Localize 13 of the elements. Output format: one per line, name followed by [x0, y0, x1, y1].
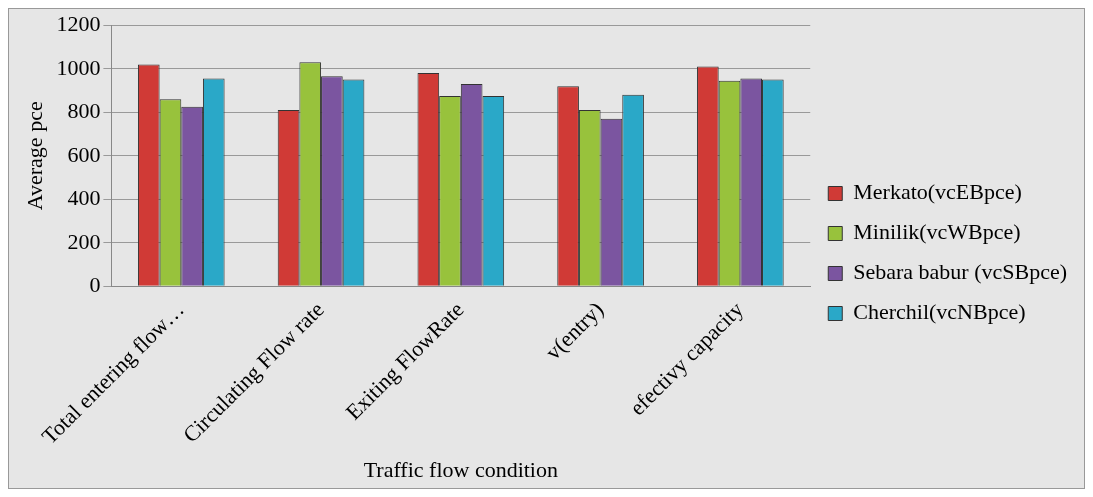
y-axis-title: Average pce — [21, 101, 47, 211]
y-tick-label: 1200 — [56, 10, 101, 36]
y-tick-label: 200 — [67, 228, 101, 254]
y-tick-label: 1000 — [56, 54, 101, 80]
legend-label: Minilik(vcWBpce) — [853, 219, 1021, 245]
y-tick-label: 600 — [67, 141, 101, 167]
y-tick-label: 0 — [89, 272, 101, 298]
y-tick-label: 400 — [67, 185, 101, 211]
x-axis-title: Traffic flow condition — [363, 456, 558, 482]
legend-label: Merkato(vcEBpce) — [853, 179, 1022, 205]
legend-label: Cherchil(vcNBpce) — [853, 299, 1026, 325]
legend-label: Sebara babur (vcSBpce) — [853, 259, 1068, 285]
y-tick-label: 800 — [67, 98, 101, 124]
